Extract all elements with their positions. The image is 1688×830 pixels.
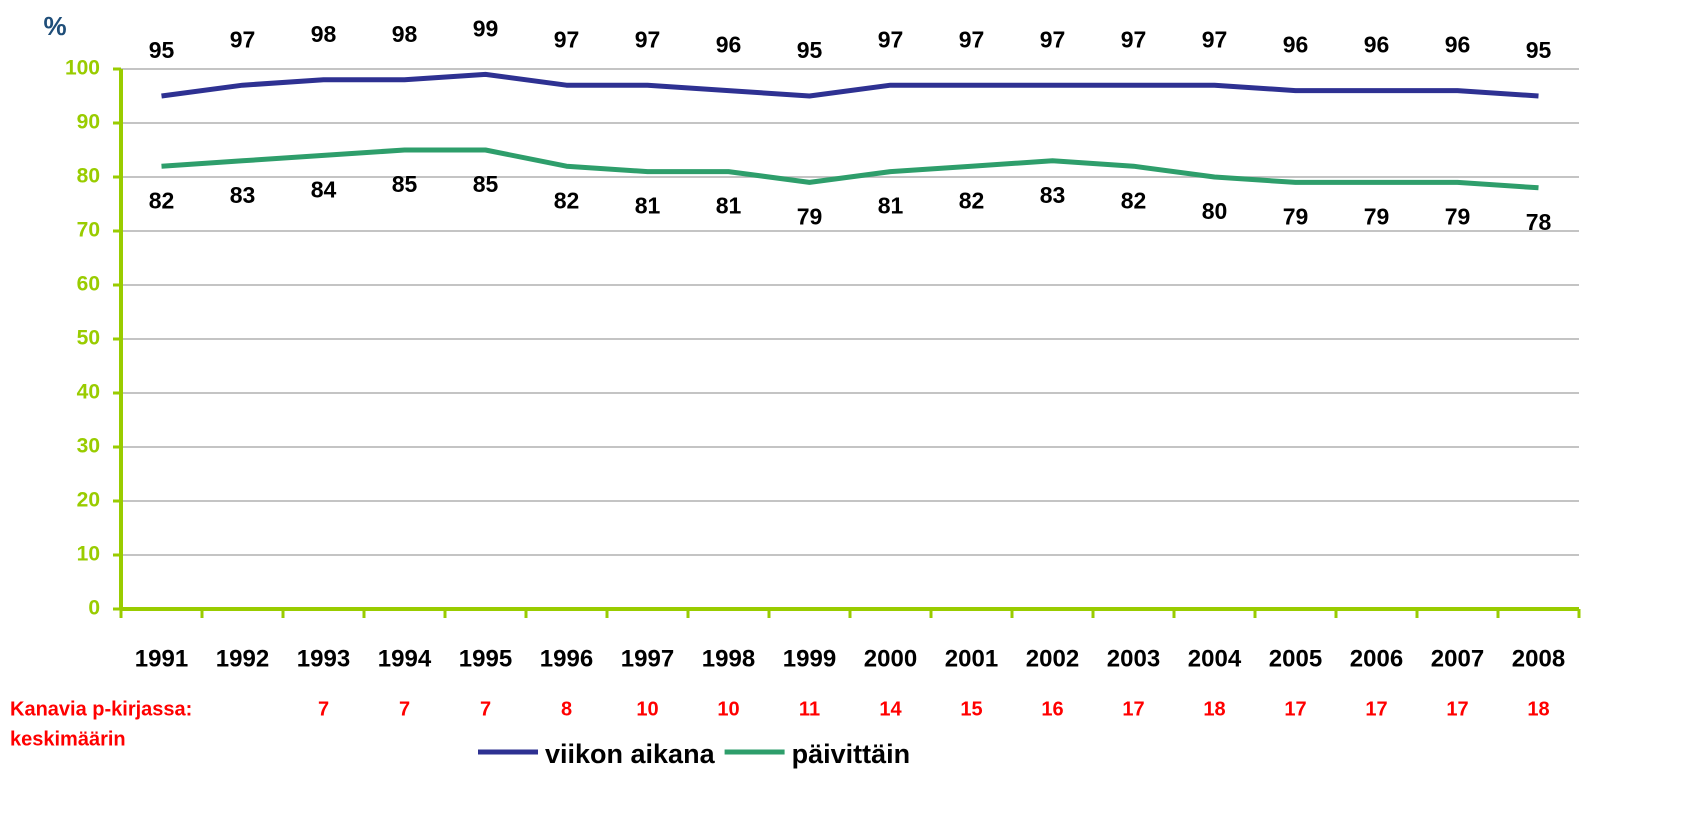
x-tick-label: 1999: [783, 645, 836, 672]
data-label: 83: [1040, 182, 1066, 208]
annotation: keskimäärin: [10, 728, 126, 750]
data-label: 85: [392, 171, 418, 197]
y-tick-label: 40: [77, 381, 100, 404]
annotation-value: 15: [960, 698, 982, 720]
annotation-value: 17: [1284, 698, 1306, 720]
y-tick-label: 50: [77, 327, 100, 350]
series-line: [161, 147, 1539, 191]
y-tick-label: 10: [77, 543, 100, 566]
annotation-value: 18: [1203, 698, 1225, 720]
y-tick-label: 90: [77, 111, 100, 134]
annotation: Kanavia p-kirjassa:: [10, 698, 192, 720]
data-label: 97: [1202, 26, 1228, 52]
data-label: 98: [392, 21, 418, 47]
annotation-value: 18: [1527, 698, 1549, 720]
x-tick-label: 2003: [1107, 645, 1160, 672]
x-tick-label: 1998: [702, 645, 755, 672]
annotation-value: 7: [318, 698, 329, 720]
legend-label: päivittäin: [792, 739, 911, 769]
annotation-value: 17: [1446, 698, 1468, 720]
data-label: 82: [554, 187, 580, 213]
data-label: 82: [959, 187, 985, 213]
annotation-value: 17: [1122, 698, 1144, 720]
annotation-value: 10: [717, 698, 739, 720]
x-tick-label: 1992: [216, 645, 269, 672]
annotation-value: 11: [799, 698, 820, 720]
data-label: 96: [1283, 32, 1309, 58]
data-label: 84: [311, 176, 337, 202]
data-label: 79: [1445, 203, 1471, 229]
x-tick-label: 1996: [540, 645, 593, 672]
x-tick-label: 1993: [297, 645, 350, 672]
data-label: 95: [1526, 37, 1552, 63]
annotation-value: 17: [1365, 698, 1387, 720]
data-label: 97: [1040, 26, 1066, 52]
y-tick-label: 30: [77, 435, 100, 458]
data-label: 97: [635, 26, 661, 52]
data-label: 79: [797, 203, 823, 229]
series-line: [161, 71, 1539, 99]
y-tick-label: 70: [77, 219, 100, 242]
annotation-value: 14: [879, 698, 902, 720]
data-label: 97: [1121, 26, 1147, 52]
data-label: 97: [554, 26, 580, 52]
annotation-value: 7: [399, 698, 410, 720]
y-axis-label: %: [43, 11, 66, 41]
data-label: 96: [1445, 32, 1471, 58]
x-tick-label: 1995: [459, 645, 512, 672]
data-label: 96: [716, 32, 742, 58]
annotation-value: 10: [636, 698, 658, 720]
data-label: 83: [230, 182, 256, 208]
x-tick-label: 2005: [1269, 645, 1322, 672]
x-tick-label: 2006: [1350, 645, 1403, 672]
data-label: 98: [311, 21, 337, 47]
data-label: 79: [1364, 203, 1390, 229]
annotation-value: 8: [561, 698, 572, 720]
data-label: 81: [878, 193, 904, 219]
legend-label: viikon aikana: [545, 739, 716, 769]
data-label: 78: [1526, 209, 1552, 235]
y-tick-label: 100: [65, 57, 100, 80]
y-tick-label: 80: [77, 165, 100, 188]
data-label: 81: [635, 193, 661, 219]
x-tick-label: 1991: [135, 645, 188, 672]
data-label: 85: [473, 171, 499, 197]
data-label: 95: [149, 37, 175, 63]
x-tick-label: 1994: [378, 645, 432, 672]
x-tick-label: 2007: [1431, 645, 1484, 672]
data-label: 97: [230, 26, 256, 52]
data-label: 97: [959, 26, 985, 52]
data-label: 79: [1283, 203, 1309, 229]
data-label: 97: [878, 26, 904, 52]
annotation-value: 7: [480, 698, 491, 720]
x-tick-label: 2004: [1188, 645, 1242, 672]
x-tick-label: 2002: [1026, 645, 1079, 672]
data-label: 82: [1121, 187, 1147, 213]
data-label: 95: [797, 37, 823, 63]
y-tick-label: 20: [77, 489, 100, 512]
data-label: 82: [149, 187, 175, 213]
x-tick-label: 1997: [621, 645, 674, 672]
y-tick-label: 0: [88, 597, 100, 620]
data-label: 99: [473, 15, 499, 41]
data-label: 96: [1364, 32, 1390, 58]
x-tick-label: 2000: [864, 645, 917, 672]
data-label: 81: [716, 193, 742, 219]
x-tick-label: 2008: [1512, 645, 1565, 672]
x-tick-label: 2001: [945, 645, 998, 672]
data-label: 80: [1202, 198, 1228, 224]
y-tick-label: 60: [77, 273, 100, 296]
annotation-value: 16: [1041, 698, 1063, 720]
